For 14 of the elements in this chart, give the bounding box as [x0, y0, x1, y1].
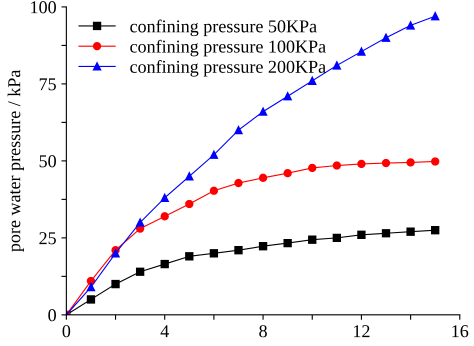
- x-tick-label: 12: [354, 325, 370, 338]
- x-tick-label: 16: [452, 325, 468, 338]
- legend-label: confining pressure 50KPa: [130, 20, 317, 36]
- legend-label: confining pressure 100KPa: [130, 40, 326, 56]
- y-tick-label: 50: [40, 155, 56, 168]
- x-tick-label: 0: [62, 325, 70, 338]
- y-tick-label: 25: [39, 232, 56, 244]
- y-tick-label: 75: [40, 78, 56, 90]
- x-tick-label: 8: [259, 325, 267, 338]
- x-tick-label: 4: [160, 325, 169, 338]
- legend-label: confining pressure 200KPa: [130, 60, 326, 77]
- y-tick-label: 100: [31, 1, 56, 14]
- y-tick-label: 0: [48, 309, 56, 322]
- y-axis-title: pore water pressure / kPa: [8, 70, 24, 252]
